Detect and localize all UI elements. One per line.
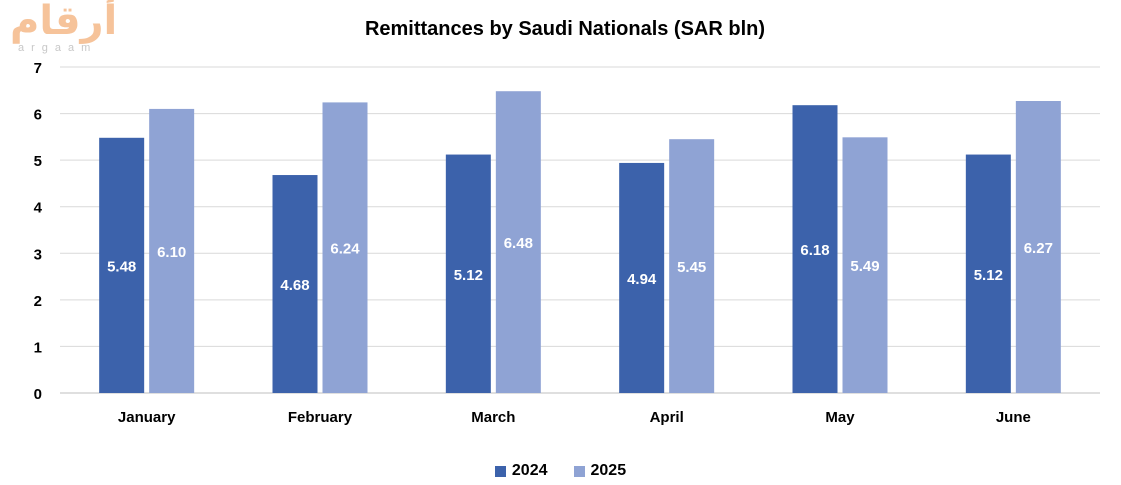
- chart-title: Remittances by Saudi Nationals (SAR bln): [364, 18, 766, 40]
- argaam-logo: أرقام argaam: [4, 0, 144, 54]
- y-tick-label: 6: [34, 107, 42, 124]
- data-label: 4.94: [627, 271, 657, 288]
- legend: 2024 2025: [0, 462, 1121, 480]
- legend-label-2025: 2025: [590, 462, 627, 479]
- data-label: 4.68: [280, 277, 309, 294]
- y-tick-label: 0: [34, 386, 42, 403]
- y-tick-label: 4: [34, 200, 43, 217]
- data-label: 6.10: [157, 244, 186, 261]
- data-label: 5.45: [677, 259, 706, 276]
- y-tick-label: 7: [34, 60, 42, 77]
- data-label: 5.12: [454, 267, 483, 284]
- legend-swatch-2024: [494, 465, 506, 477]
- x-tick-label: January: [118, 409, 176, 426]
- logo-latin: argaam: [18, 42, 98, 54]
- data-label: 5.12: [974, 267, 1003, 284]
- x-tick-label: February: [288, 409, 353, 426]
- legend-item-2025: 2025: [573, 462, 627, 480]
- bar-2025-january: [149, 108, 195, 394]
- x-tick-label: March: [471, 409, 515, 426]
- bar-2025-march: [495, 91, 541, 394]
- bar-2024-april: [619, 162, 665, 393]
- bar-2025-june: [1015, 100, 1061, 394]
- data-label: 5.48: [107, 258, 136, 275]
- legend-label-2024: 2024: [511, 462, 548, 479]
- bar-2024-february: [272, 175, 318, 393]
- y-tick-label: 2: [34, 293, 42, 310]
- legend-item-2024: 2024: [494, 462, 548, 480]
- bar-2024-march: [445, 154, 491, 393]
- legend-swatch-2025: [573, 465, 585, 477]
- bar-2024-january: [99, 137, 145, 393]
- x-tick-label: April: [650, 409, 684, 426]
- logo-arabic: أرقام: [10, 0, 118, 44]
- y-tick-label: 3: [34, 246, 42, 263]
- data-label: 6.24: [330, 241, 360, 258]
- y-tick-label: 5: [34, 153, 42, 170]
- bar-2025-april: [669, 139, 715, 393]
- x-tick-label: May: [825, 409, 855, 426]
- x-tick-label: June: [996, 409, 1031, 426]
- bar-2025-february: [322, 102, 368, 393]
- bar-2024-june: [965, 154, 1011, 393]
- y-tick-label: 1: [34, 339, 42, 356]
- bar-2024-may: [792, 105, 838, 393]
- data-label: 6.18: [800, 242, 829, 259]
- data-label: 5.49: [850, 258, 879, 275]
- data-label: 6.48: [504, 235, 533, 252]
- bar-2025-may: [842, 137, 888, 393]
- data-label: 6.27: [1024, 240, 1053, 257]
